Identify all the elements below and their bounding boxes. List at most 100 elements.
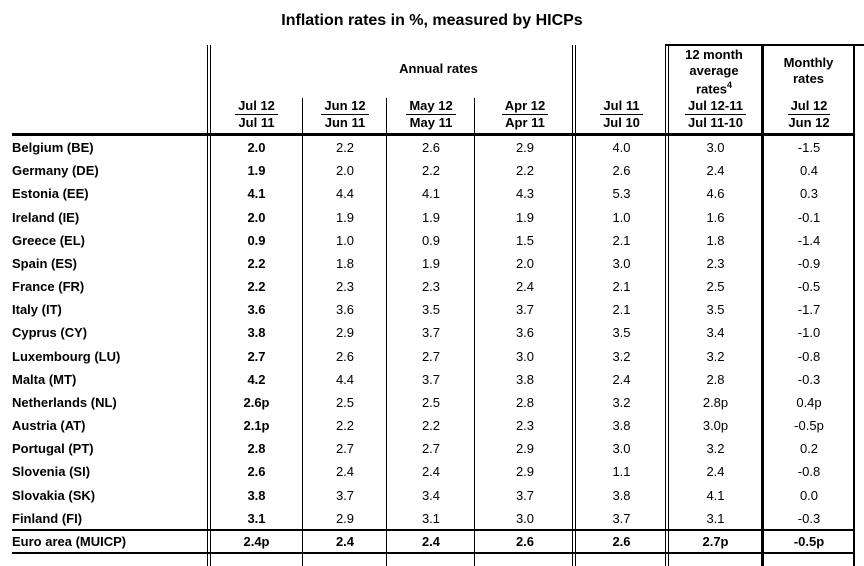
rate-cell: -0.3 [797,510,821,526]
rate-cell: 4.2 [247,371,266,387]
column-header-apr12-apr11: Apr 12 Apr 11 [475,98,575,130]
table-row: Greece (EL) 0.9 1.0 0.9 1.5 2.1 1.8 -1.4 [12,229,855,252]
euro-row-bottom-border [12,552,855,554]
table-row: Belgium (BE) 2.0 2.2 2.6 2.9 4.0 3.0 -1.5 [12,136,855,159]
rate-cell: 3.0 [515,510,535,526]
country-label: Netherlands (NL) [12,394,117,410]
country-rows: Belgium (BE) 2.0 2.2 2.6 2.9 4.0 3.0 -1.5 German… [12,136,855,530]
rate-cell: 3.7 [421,325,441,341]
column-headers-row: Jul 12 Jul 11 Jun 12 Jun 11 May 12 May 1… [12,98,855,130]
rate-cell: 3.7 [335,487,355,503]
table-row: Malta (MT) 4.2 4.4 3.7 3.8 2.4 2.8 -0.3 [12,368,855,391]
rate-cell: 2.6 [515,534,535,549]
rate-cell: -0.9 [797,255,821,271]
rate-cell: 3.0p [702,418,729,434]
divider-annual-avg12 [665,44,669,566]
rate-cell: 1.0 [335,232,355,248]
rate-cell: 2.8 [515,394,535,410]
column-header-jul12-jul11: Jul 12 Jul 11 [210,98,303,130]
column-header-jul11-jul10: Jul 11 Jul 10 [575,98,668,130]
monthly-label-line1: Monthly [783,55,834,70]
table-row: Ireland (IE) 2.0 1.9 1.9 1.9 1.0 1.6 -0.1 [12,206,855,229]
rate-cell: 3.6 [247,302,266,318]
rate-cell: 2.4 [706,163,725,179]
rate-cell: -1.5 [797,140,821,156]
rate-cell: -0.5 [797,279,821,295]
rate-cell: 3.5 [421,302,441,318]
rate-cell: 3.0 [515,348,535,364]
table-row: Finland (FI) 3.1 2.9 3.1 3.0 3.7 3.1 -0.3 [12,507,855,530]
country-label: Slovakia (SK) [12,487,96,503]
rate-cell: 3.1 [706,510,725,526]
country-label: Euro area (MUICP) [12,534,127,549]
rate-cell: 3.5 [612,325,631,341]
rate-cell: 2.2 [247,279,266,295]
rate-cell: 3.4 [706,325,725,341]
column-header-avg12: Jul 12-11 Jul 11-10 [668,98,763,130]
rate-cell: 3.7 [612,510,631,526]
rate-cell: 2.7p [702,534,729,549]
rate-cell: 2.0 [515,255,535,271]
rate-cell: 4.1 [421,186,441,202]
rate-cell: 2.8 [706,371,725,387]
rate-cell: 0.4p [796,394,822,410]
divider-col2-col3 [386,98,388,566]
rate-cell: 5.3 [612,186,631,202]
rate-cell: 2.4 [335,534,355,549]
rate-cell: -1.4 [797,232,821,248]
rate-cell: 2.1 [612,232,631,248]
rate-cell: -0.5p [793,534,825,549]
rate-cell: 1.9 [335,209,355,225]
rate-cell: 4.4 [335,371,355,387]
rate-cell: 2.9 [515,464,535,480]
rate-cell: 0.3 [799,186,819,202]
rate-cell: 1.9 [421,209,441,225]
column-header-monthly: Jul 12 Jun 12 [787,98,831,130]
avg12-label-line2: average [689,62,739,78]
country-label: Cyprus (CY) [12,325,88,341]
rate-cell: 2.9 [335,325,355,341]
avg12-label-line3: rates4 [695,80,733,97]
avg12-label-line1: 12 month [685,47,743,62]
rate-cell: -0.5p [794,418,824,434]
rate-cell: 2.4 [515,279,535,295]
rate-cell: 3.2 [706,348,725,364]
rate-cell: 2.8 [247,441,266,457]
footnote-marker: 4 [727,80,733,90]
rate-cell: 3.1 [247,510,266,526]
rate-cell: 4.1 [247,186,266,202]
rate-cell: 3.0 [612,255,631,271]
rate-cell: 2.4 [421,464,441,480]
table-row: Austria (AT) 2.1p 2.2 2.2 2.3 3.8 3.0p -0.5p [12,414,855,437]
country-label: Estonia (EE) [12,186,89,202]
rate-cell: 2.9 [335,510,355,526]
table-row: Italy (IT) 3.6 3.6 3.5 3.7 2.1 3.5 -1.7 [12,298,855,321]
rate-cell: 2.0 [247,209,266,225]
country-label: Greece (EL) [12,232,85,248]
rate-cell: 1.9 [421,255,441,271]
rate-cell: 3.2 [612,348,631,364]
rate-cell: 3.1 [421,510,441,526]
rate-cell: 3.7 [421,371,441,387]
rate-cell: -0.3 [797,371,821,387]
rate-cell: 1.0 [612,209,631,225]
rate-cell: 4.6 [706,186,725,202]
rate-cell: 3.4 [421,487,441,503]
rate-cell: 3.8 [515,371,535,387]
rate-cell: 1.8 [706,232,725,248]
rate-cell: -0.8 [797,348,821,364]
rate-cell: 1.9 [515,209,535,225]
rate-cell: 0.9 [247,232,266,248]
country-label: Ireland (IE) [12,209,80,225]
country-column-header [12,98,210,130]
table-row: Estonia (EE) 4.1 4.4 4.1 4.3 5.3 4.6 0.3 [12,182,855,205]
country-label: Germany (DE) [12,163,99,179]
rate-cell: 1.5 [515,232,535,248]
rate-cell: 3.0 [612,441,631,457]
rate-cell: 4.0 [612,140,631,156]
rate-cell: 2.3 [515,418,535,434]
rate-cell: 3.2 [706,441,725,457]
column-header-may12-may11: May 12 May 11 [387,98,475,130]
rate-cell: 2.7 [247,348,266,364]
rate-cell: 4.1 [706,487,725,503]
